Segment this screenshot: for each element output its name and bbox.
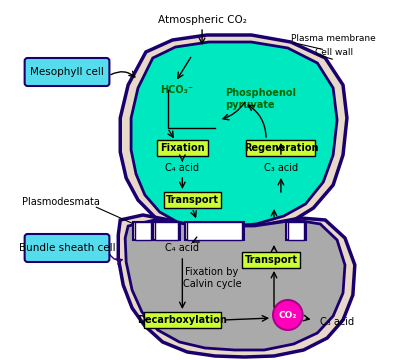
- Text: Transport: Transport: [245, 255, 298, 265]
- Circle shape: [273, 300, 303, 330]
- Bar: [187, 222, 243, 240]
- Text: Plasma membrane: Plasma membrane: [291, 33, 376, 42]
- FancyBboxPatch shape: [157, 140, 208, 156]
- Bar: [155, 222, 178, 240]
- FancyBboxPatch shape: [144, 312, 221, 328]
- Bar: [286, 222, 306, 240]
- Text: C₄ acid: C₄ acid: [165, 163, 199, 173]
- Text: Mesophyll cell: Mesophyll cell: [30, 67, 104, 77]
- Text: Plasmodesmata: Plasmodesmata: [22, 197, 100, 207]
- Text: Bundle sheath cell: Bundle sheath cell: [19, 243, 116, 253]
- Text: Phosphoenol
pyruvate: Phosphoenol pyruvate: [225, 88, 296, 109]
- Polygon shape: [118, 215, 355, 357]
- FancyBboxPatch shape: [25, 234, 110, 262]
- Text: Regeneration: Regeneration: [244, 143, 318, 153]
- Text: C₄ acid: C₄ acid: [165, 243, 199, 253]
- Bar: [288, 222, 304, 240]
- Polygon shape: [120, 35, 347, 232]
- FancyBboxPatch shape: [25, 58, 110, 86]
- FancyBboxPatch shape: [247, 140, 315, 156]
- Text: Transport: Transport: [166, 195, 219, 205]
- Text: Decarboxylation: Decarboxylation: [137, 315, 227, 325]
- Bar: [185, 222, 245, 240]
- Bar: [153, 222, 180, 240]
- Text: C₃ acid: C₃ acid: [320, 317, 355, 327]
- Polygon shape: [125, 220, 345, 350]
- Text: C₃ acid: C₃ acid: [264, 163, 298, 173]
- Bar: [133, 222, 153, 240]
- Text: Fixation by
Calvin cycle: Fixation by Calvin cycle: [183, 267, 241, 289]
- Bar: [135, 222, 151, 240]
- FancyBboxPatch shape: [243, 252, 300, 268]
- Polygon shape: [131, 42, 337, 226]
- Text: Atmospheric CO₂: Atmospheric CO₂: [158, 15, 247, 25]
- Text: Fixation: Fixation: [160, 143, 205, 153]
- Text: Cell wall: Cell wall: [315, 48, 354, 57]
- Text: CO₂: CO₂: [279, 310, 297, 320]
- FancyBboxPatch shape: [164, 192, 221, 208]
- Text: HCO₃⁻: HCO₃⁻: [160, 85, 193, 95]
